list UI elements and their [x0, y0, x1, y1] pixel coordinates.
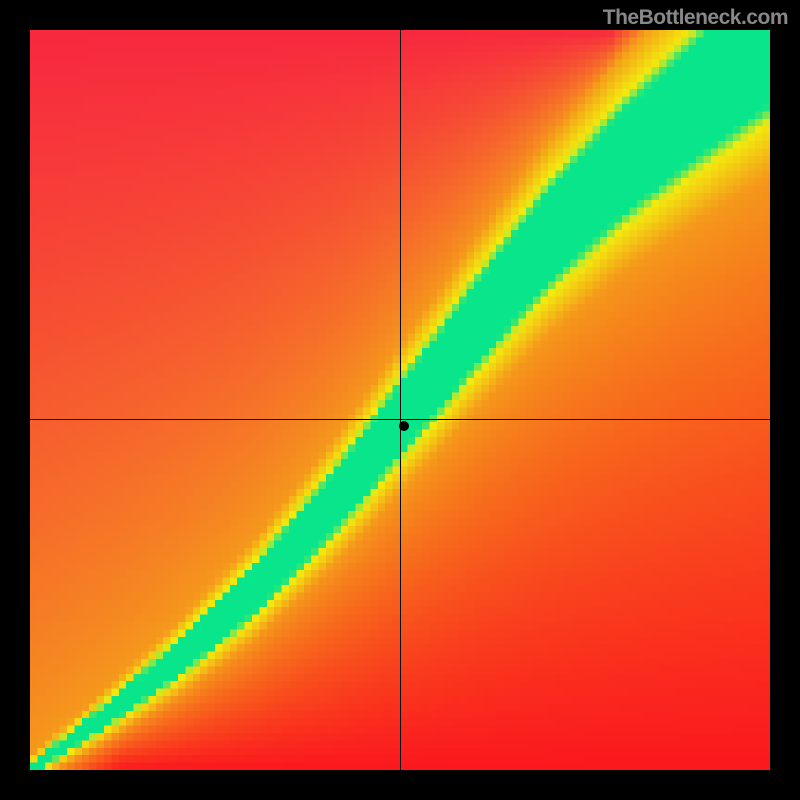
crosshair-horizontal	[30, 419, 770, 420]
crosshair-vertical	[400, 30, 401, 770]
current-config-marker	[399, 421, 409, 431]
bottleneck-heatmap	[30, 30, 770, 770]
watermark-text: TheBottleneck.com	[603, 6, 788, 30]
